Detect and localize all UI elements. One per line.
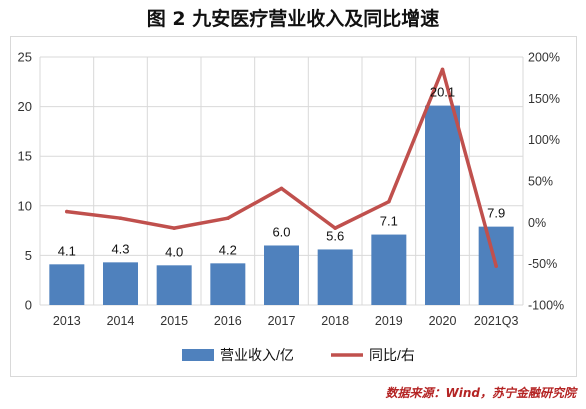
y-right-tick-label: 200% [528, 51, 560, 65]
y-left-tick-label: 10 [18, 198, 32, 213]
source-note: 数据来源：Wind，苏宁金融研究院 [385, 386, 576, 400]
y-left-tick-label: 15 [18, 149, 32, 164]
point-yoy-2017[interactable] [279, 186, 284, 191]
data-label-2013: 4.1 [58, 243, 76, 258]
point-yoy-2019[interactable] [387, 199, 391, 204]
bar-revenue-2014[interactable] [103, 262, 138, 305]
data-label-2020: 20.1 [430, 85, 455, 100]
x-tick-label: 2013 [53, 314, 81, 328]
legend-label-yoy: 同比/右 [369, 347, 415, 363]
x-tick-label: 2020 [429, 314, 457, 328]
point-yoy-2015[interactable] [172, 226, 176, 230]
y-right-tick-label: 0% [528, 216, 546, 230]
data-label-2019: 7.1 [380, 214, 398, 229]
point-yoy-2020[interactable] [440, 67, 445, 72]
bar-revenue-2019[interactable] [371, 234, 407, 305]
x-tick-label: 2015 [160, 314, 188, 328]
x-tick-label: 2017 [268, 314, 296, 328]
point-yoy-2018[interactable] [333, 226, 337, 230]
chart-title: 图 2 九安医疗营业收入及同比增速 [146, 8, 440, 30]
chart-area-border [10, 36, 577, 377]
x-tick-label: 2016 [214, 314, 242, 328]
bar-revenue-2017[interactable] [264, 245, 299, 305]
x-tick-label: 2019 [375, 314, 403, 328]
point-yoy-2016[interactable] [226, 216, 230, 220]
y-right-tick-label: -50% [528, 257, 557, 271]
y-right-tick-label: -100% [528, 299, 564, 313]
y-right-tick-label: 50% [528, 175, 553, 189]
data-label-2021Q3: 7.9 [487, 206, 505, 221]
data-label-2015: 4.0 [165, 244, 183, 259]
x-tick-label: 2018 [321, 314, 349, 328]
bar-revenue-2016[interactable] [210, 263, 246, 305]
data-label-2018: 5.6 [326, 228, 344, 243]
legend-label-revenue: 营业收入/亿 [220, 347, 294, 363]
y-right-tick-label: 100% [528, 133, 560, 147]
bar-revenue-2020[interactable] [425, 105, 460, 305]
bar-revenue-2018[interactable] [317, 249, 353, 305]
data-label-2016: 4.2 [219, 242, 237, 257]
y-left-tick-label: 25 [18, 50, 32, 65]
y-right-tick-label: 150% [528, 92, 560, 106]
legend-swatch-revenue [182, 349, 214, 361]
data-label-2014: 4.3 [111, 241, 129, 256]
y-left-tick-label: 5 [25, 248, 32, 263]
point-yoy-2021Q3[interactable] [494, 264, 498, 268]
point-yoy-2013[interactable] [65, 209, 69, 214]
bar-revenue-2013[interactable] [49, 264, 85, 305]
data-label-2017: 6.0 [272, 224, 290, 239]
bar-revenue-2015[interactable] [156, 265, 192, 305]
y-left-tick-label: 0 [25, 298, 32, 313]
point-yoy-2014[interactable] [118, 216, 123, 220]
x-tick-label: 2014 [107, 314, 135, 328]
y-left-tick-label: 20 [18, 99, 32, 114]
x-tick-label: 2021Q3 [474, 314, 519, 328]
